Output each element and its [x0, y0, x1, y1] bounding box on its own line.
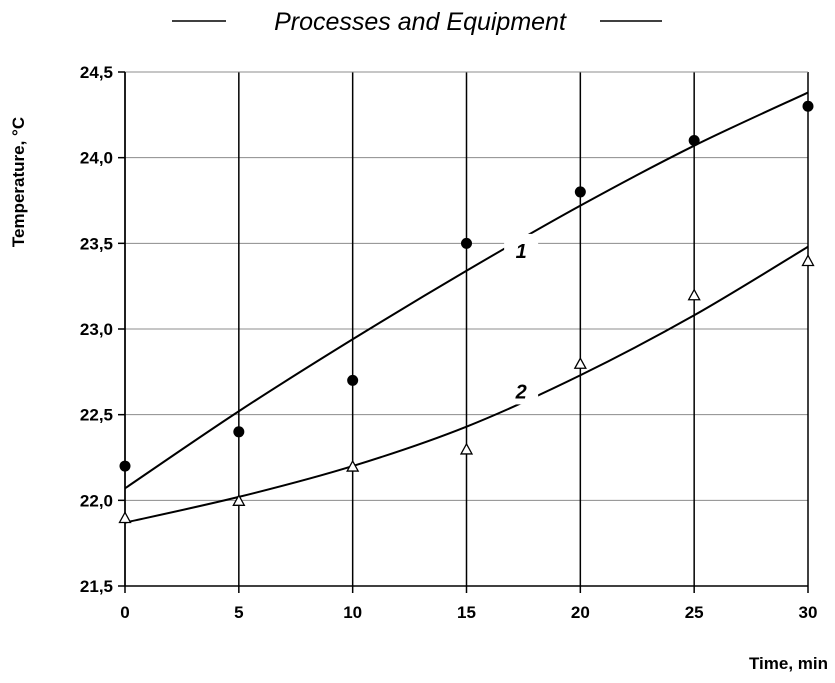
x-tick-label: 25	[685, 603, 704, 622]
point-series-2	[687, 288, 701, 301]
point-series-2	[573, 356, 587, 369]
grid	[124, 72, 809, 586]
x-axis-title: Time, min	[749, 654, 828, 673]
point-series-1	[119, 460, 131, 472]
axes	[118, 71, 809, 593]
y-tick-label: 22,5	[80, 406, 113, 425]
point-series-1	[574, 186, 586, 198]
x-tick-label: 0	[120, 603, 129, 622]
x-tick-label: 20	[571, 603, 590, 622]
y-tick-label: 24,5	[80, 63, 113, 82]
data-points	[118, 100, 815, 524]
tick-labels: 21,5 22,0 22,5 23,0 23,5 24,0 24,5 0 5 10 15 20 25 30	[80, 63, 818, 622]
y-tick-label: 22,0	[80, 491, 113, 510]
point-series-1	[802, 100, 814, 112]
point-series-2	[232, 493, 246, 506]
curve-label-bg-1	[504, 233, 539, 264]
y-axis-title: Temperature, °C	[9, 117, 28, 247]
point-series-1	[461, 237, 472, 249]
point-series-2	[118, 511, 132, 524]
curve-label-2: 2	[515, 381, 527, 403]
x-tick-label: 5	[234, 603, 243, 622]
y-tick-label: 24,0	[80, 149, 113, 168]
point-series-2	[459, 442, 474, 455]
point-series-1	[233, 426, 245, 438]
point-series-1	[347, 374, 359, 386]
point-series-1	[688, 135, 700, 147]
curve-label-bg-2	[504, 374, 539, 405]
y-tick-label: 23,5	[80, 234, 113, 253]
y-tick-label: 21,5	[80, 577, 113, 596]
x-tick-label: 15	[457, 603, 476, 622]
y-tick-label: 23,0	[80, 320, 113, 339]
point-series-2	[801, 254, 815, 267]
x-tick-label: 30	[799, 603, 818, 622]
curve-label-1: 1	[516, 241, 527, 263]
point-series-2	[346, 459, 360, 472]
x-tick-label: 10	[343, 603, 362, 622]
chart-title: Processes and Equipment	[274, 8, 567, 36]
curve-labels: 12	[504, 233, 539, 405]
